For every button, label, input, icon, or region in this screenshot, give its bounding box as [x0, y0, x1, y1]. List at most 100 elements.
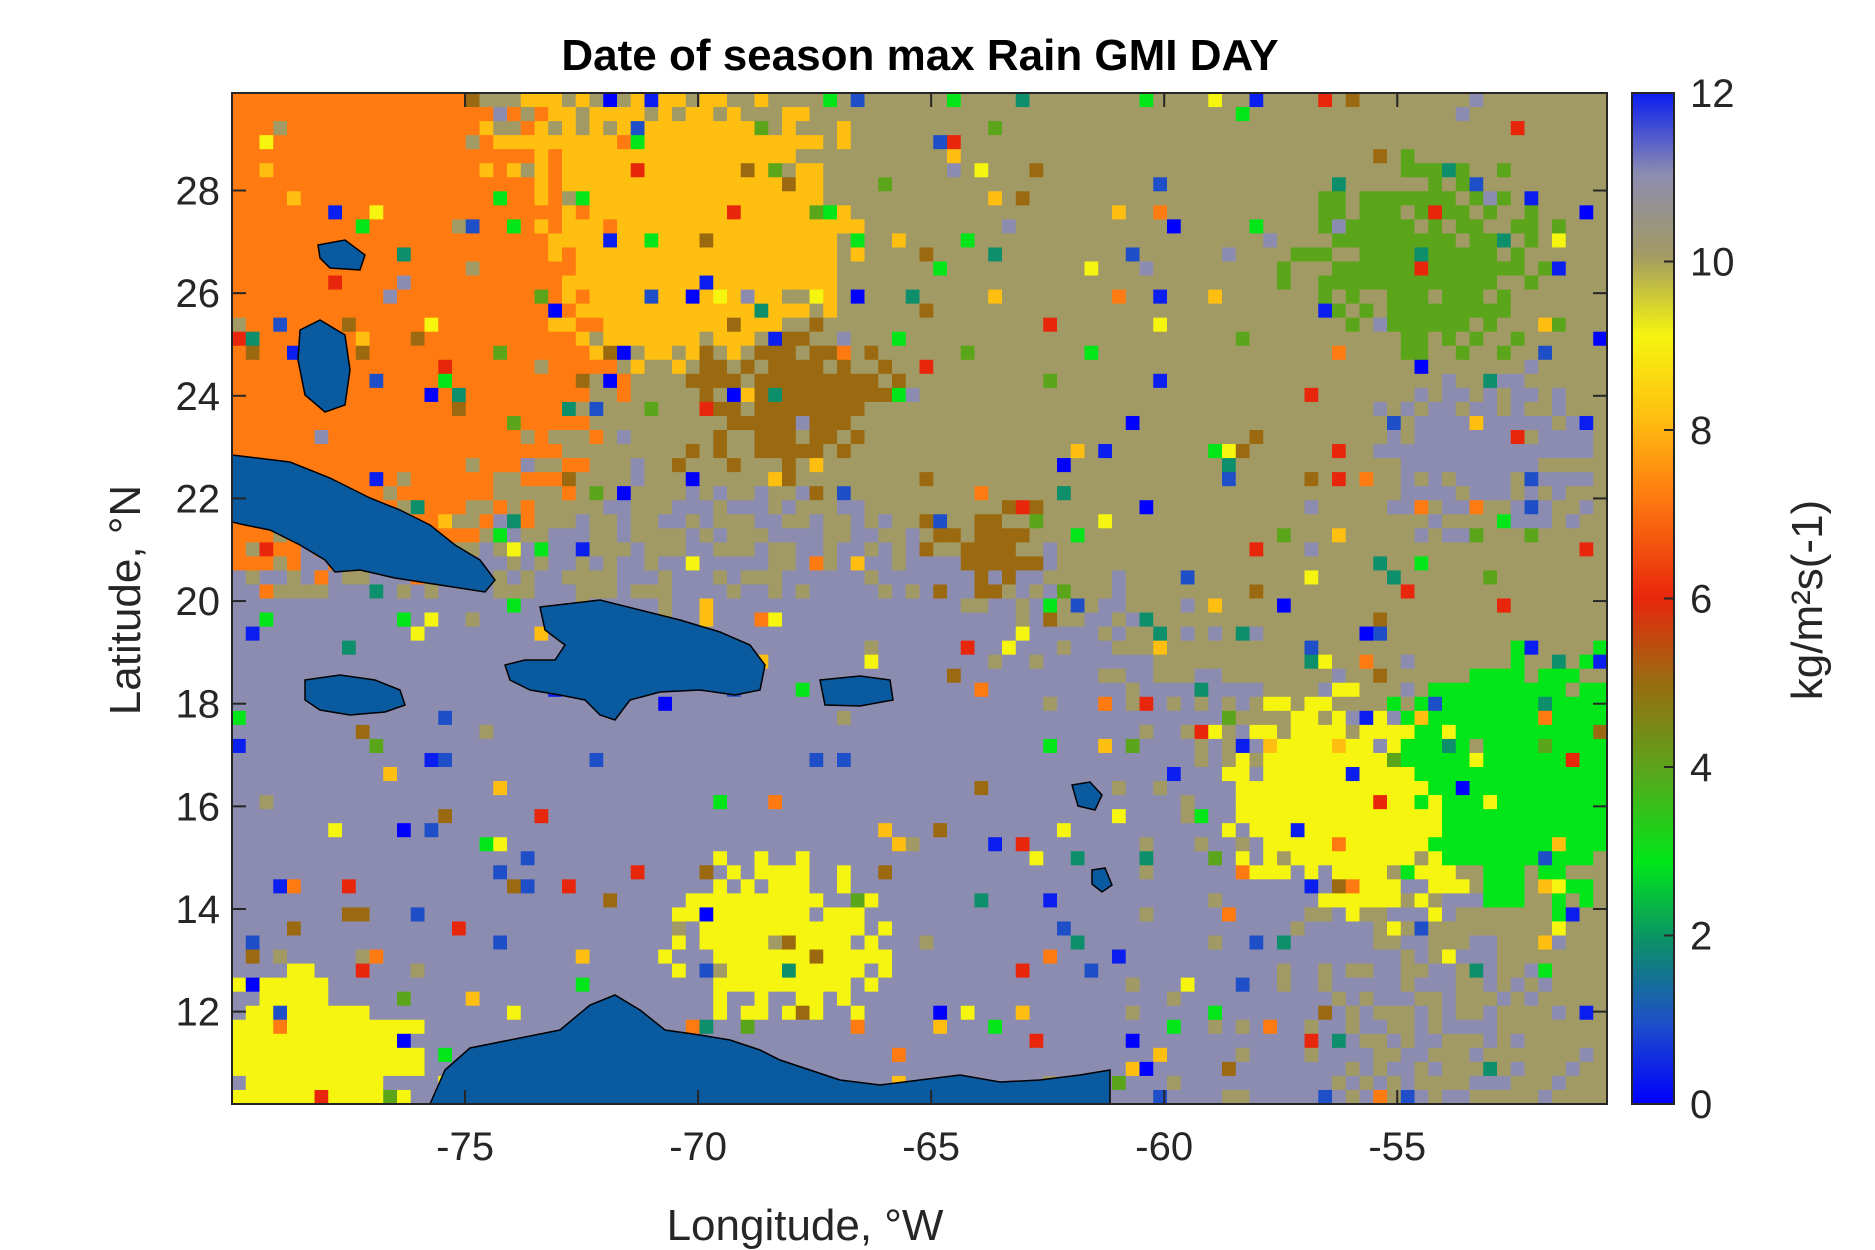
- field-cell: [1538, 598, 1553, 614]
- field-cell: [1125, 247, 1141, 263]
- field-cell: [850, 303, 866, 319]
- field-cell: [575, 500, 591, 515]
- field-cell: [603, 205, 618, 220]
- field-cell: [713, 163, 728, 178]
- field-cell: [1552, 598, 1567, 614]
- field-cell: [768, 738, 783, 754]
- field-cell: [1387, 387, 1402, 403]
- field-cell: [287, 401, 302, 417]
- field-cell: [603, 415, 618, 431]
- field-cell: [1400, 570, 1416, 586]
- field-cell: [493, 458, 508, 473]
- field-cell: [1194, 584, 1209, 600]
- field-cell: [273, 584, 288, 600]
- field-cell: [1304, 163, 1319, 178]
- field-cell: [823, 359, 838, 375]
- field-cell: [1194, 289, 1209, 305]
- field-cell: [809, 121, 824, 136]
- field-cell: [1153, 696, 1168, 712]
- field-cell: [1359, 205, 1374, 220]
- field-cell: [1180, 458, 1196, 473]
- field-cell: [369, 149, 384, 164]
- field-cell: [740, 598, 756, 614]
- field-cell: [1194, 767, 1209, 782]
- field-cell: [397, 191, 412, 206]
- field-cell: [1249, 205, 1264, 220]
- field-cell: [273, 626, 288, 642]
- field-cell: [864, 612, 879, 628]
- field-cell: [575, 724, 591, 740]
- field-cell: [245, 696, 261, 712]
- field-cell: [273, 359, 288, 375]
- field-cell: [1015, 738, 1031, 754]
- field-cell: [1414, 261, 1429, 277]
- field-cell: [479, 626, 494, 642]
- field-cell: [1208, 626, 1223, 642]
- field-cell: [1002, 275, 1017, 291]
- field-cell: [960, 472, 976, 487]
- field-cell: [507, 542, 522, 557]
- field-cell: [452, 331, 467, 347]
- field-cell: [245, 135, 261, 150]
- field-cell: [424, 781, 439, 796]
- field-cell: [1222, 289, 1237, 305]
- field-cell: [974, 781, 989, 796]
- field-cell: [1277, 233, 1292, 249]
- field-cell: [1469, 275, 1484, 291]
- field-cell: [1194, 430, 1209, 445]
- field-cell: [685, 289, 701, 305]
- field-cell: [1524, 275, 1539, 291]
- field-cell: [1194, 177, 1209, 192]
- field-cell: [479, 345, 494, 361]
- field-cell: [1290, 121, 1306, 136]
- field-cell: [1387, 654, 1402, 670]
- field-cell: [630, 387, 646, 403]
- field-cell: [1565, 401, 1581, 417]
- field-cell: [534, 149, 549, 164]
- field-cell: [424, 472, 439, 487]
- field-cell: [740, 472, 756, 487]
- field-cell: [672, 149, 687, 164]
- field-cell: [273, 724, 288, 740]
- field-cell: [1043, 177, 1058, 192]
- field-cell: [1469, 359, 1484, 375]
- field-cell: [1263, 682, 1278, 698]
- field-cell: [232, 528, 247, 543]
- field-cell: [1167, 626, 1182, 642]
- field-cell: [699, 486, 714, 501]
- field-cell: [1222, 177, 1237, 192]
- field-cell: [782, 331, 797, 347]
- field-cell: [892, 205, 907, 220]
- field-cell: [1497, 570, 1512, 586]
- field-cell: [1277, 668, 1292, 684]
- field-cell: [1565, 191, 1581, 206]
- field-cell: [452, 668, 467, 684]
- field-cell: [1180, 781, 1196, 796]
- field-cell: [562, 317, 577, 333]
- field-cell: [1359, 781, 1374, 796]
- field-cell: [369, 430, 384, 445]
- field-cell: [369, 303, 384, 319]
- field-cell: [562, 205, 577, 220]
- field-cell: [658, 514, 673, 529]
- field-cell: [1510, 415, 1526, 431]
- field-cell: [795, 205, 811, 220]
- field-cell: [1373, 584, 1388, 600]
- field-cell: [699, 373, 714, 389]
- field-cell: [933, 486, 948, 501]
- field-cell: [479, 542, 494, 557]
- field-cell: [287, 205, 302, 220]
- field-cell: [1180, 710, 1196, 726]
- field-cell: [823, 556, 838, 572]
- field-cell: [465, 668, 481, 684]
- field-cell: [892, 219, 907, 235]
- field-cell: [1043, 430, 1058, 445]
- field-cell: [465, 247, 481, 263]
- field-cell: [1428, 275, 1443, 291]
- field-cell: [1400, 710, 1416, 726]
- field-cell: [740, 107, 756, 122]
- field-cell: [1304, 415, 1319, 431]
- field-cell: [1469, 738, 1484, 754]
- field-cell: [232, 598, 247, 614]
- field-cell: [300, 121, 316, 136]
